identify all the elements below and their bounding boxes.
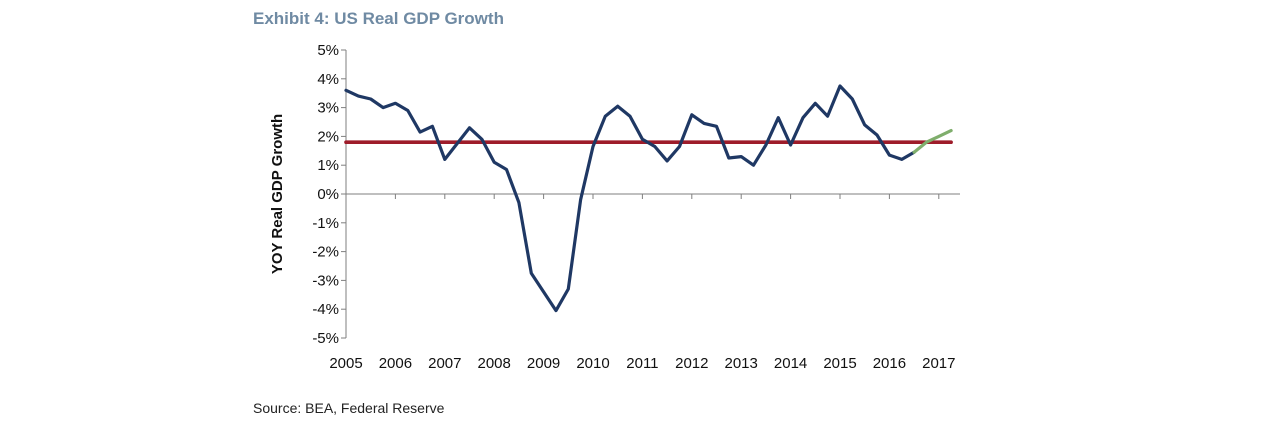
- y-tick-label: -1%: [312, 215, 339, 232]
- source-note: Source: BEA, Federal Reserve: [253, 400, 445, 416]
- chart-series: [344, 84, 953, 313]
- x-tick-label: 2015: [823, 355, 856, 372]
- chart-title: Exhibit 4: US Real GDP Growth: [253, 9, 504, 28]
- gdp-growth-line: [344, 84, 916, 313]
- y-tick-label: -3%: [312, 272, 339, 289]
- x-tick-label: 2010: [576, 355, 609, 372]
- y-tick-label: -4%: [312, 301, 339, 318]
- x-tick-label: 2016: [873, 355, 906, 372]
- y-tick-label: -5%: [312, 330, 339, 347]
- tick-labels: 5% 4% 3% 2% 1% 0% -1% -2% -3% -4% -5% 2005 2006 2007 2…: [312, 42, 955, 372]
- y-tick-label: 4%: [317, 71, 339, 88]
- forecast-line: [912, 129, 953, 154]
- x-tick-label: 2017: [922, 355, 955, 372]
- x-tick-label: 2012: [675, 355, 708, 372]
- x-tick-label: 2009: [527, 355, 560, 372]
- y-axis-label: YOY Real GDP Growth: [269, 114, 286, 274]
- x-tick-label: 2013: [725, 355, 758, 372]
- x-tick-label: 2006: [379, 355, 412, 372]
- x-tick-label: 2011: [626, 355, 658, 372]
- x-tick-label: 2014: [774, 355, 807, 372]
- x-tick-label: 2007: [428, 355, 461, 372]
- x-tick-label: 2005: [329, 355, 362, 372]
- y-tick-label: 3%: [317, 100, 339, 117]
- x-tick-label: 2008: [478, 355, 511, 372]
- y-tick-label: 5%: [317, 42, 339, 59]
- y-tick-label: 0%: [317, 186, 339, 203]
- chart-axes: [341, 49, 960, 339]
- y-tick-label: 2%: [317, 128, 339, 145]
- y-tick-label: 1%: [317, 157, 339, 174]
- y-tick-label: -2%: [312, 244, 339, 261]
